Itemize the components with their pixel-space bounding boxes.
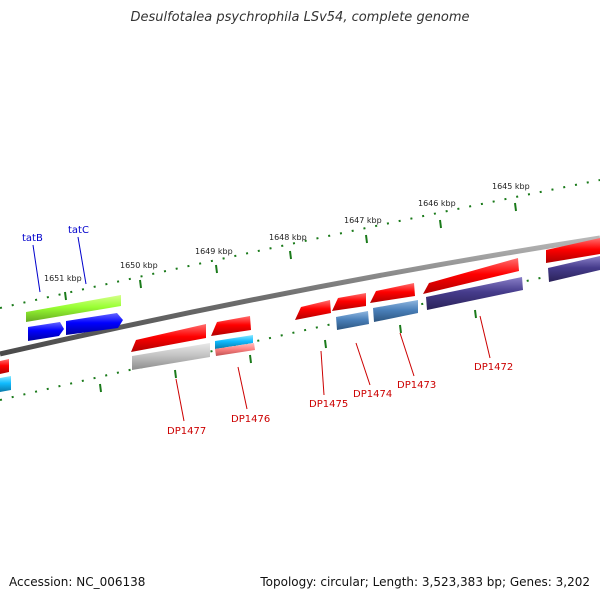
feature-grey-bar (132, 343, 210, 370)
feature-indigo-edge (548, 256, 600, 282)
feature-steel-bar-2 (373, 300, 418, 322)
gene-label-DP1474: DP1474 (353, 389, 392, 400)
leader-DP1477 (175, 378, 185, 422)
feature-cyan-bar (215, 335, 253, 349)
gene-DP1472-arrow (423, 258, 519, 294)
gene-DP1475-arrow (295, 300, 331, 320)
feature-cyan-edge (0, 376, 11, 392)
kbp-label-1651: 1651 kbp (44, 274, 82, 283)
gene-tatB-arrow (28, 322, 64, 341)
feature-lime-bar (26, 295, 121, 322)
leader-DP1475 (320, 350, 325, 396)
gene-edge-right-arrow (546, 238, 600, 263)
kbp-label-1650: 1650 kbp (120, 261, 158, 270)
gene-tatC-arrow (66, 313, 123, 335)
feature-pink-bar (215, 343, 255, 356)
kbp-label-1649: 1649 kbp (195, 247, 233, 256)
kbp-label-1647: 1647 kbp (344, 216, 382, 225)
gene-label-DP1476: DP1476 (231, 414, 270, 425)
leader-DP1472 (479, 315, 491, 359)
outer-tick-ring (0, 179, 600, 309)
gene-edge-left-arrow (0, 359, 9, 374)
accession-text: Accession: NC_006138 (9, 575, 146, 589)
gene-DP1476-arrow (211, 316, 251, 336)
gene-DP1474-arrow (332, 293, 366, 311)
leader-DP1474 (355, 342, 371, 386)
genome-backbone (0, 235, 600, 357)
kbp-label-1648: 1648 kbp (269, 233, 307, 242)
gene-label-DP1472: DP1472 (474, 362, 513, 373)
leader-DP1476 (237, 366, 248, 410)
leader-DP1473 (399, 332, 415, 377)
leader-tatB (32, 244, 41, 293)
gene-DP1473-arrow (370, 283, 415, 303)
leader-tatC (77, 236, 87, 285)
gene-DP1477-arrow (131, 324, 206, 352)
genome-summary-text: Topology: circular; Length: 3,523,383 bp… (260, 575, 590, 589)
gene-label-tatB: tatB (22, 233, 43, 244)
kbp-label-1646: 1646 kbp (418, 199, 456, 208)
forward-genes (0, 238, 600, 374)
feature-steel-bar-1 (336, 311, 369, 330)
gene-label-tatC: tatC (68, 225, 89, 236)
kbp-label-1645: 1645 kbp (492, 182, 530, 191)
feature-indigo-bar (426, 277, 523, 310)
map-title: Desulfotalea psychrophila LSv54, complet… (130, 10, 470, 25)
reverse-genes (0, 256, 600, 392)
gene-label-DP1475: DP1475 (309, 399, 348, 410)
gene-label-DP1473: DP1473 (397, 380, 436, 391)
gene-label-DP1477: DP1477 (167, 426, 206, 437)
